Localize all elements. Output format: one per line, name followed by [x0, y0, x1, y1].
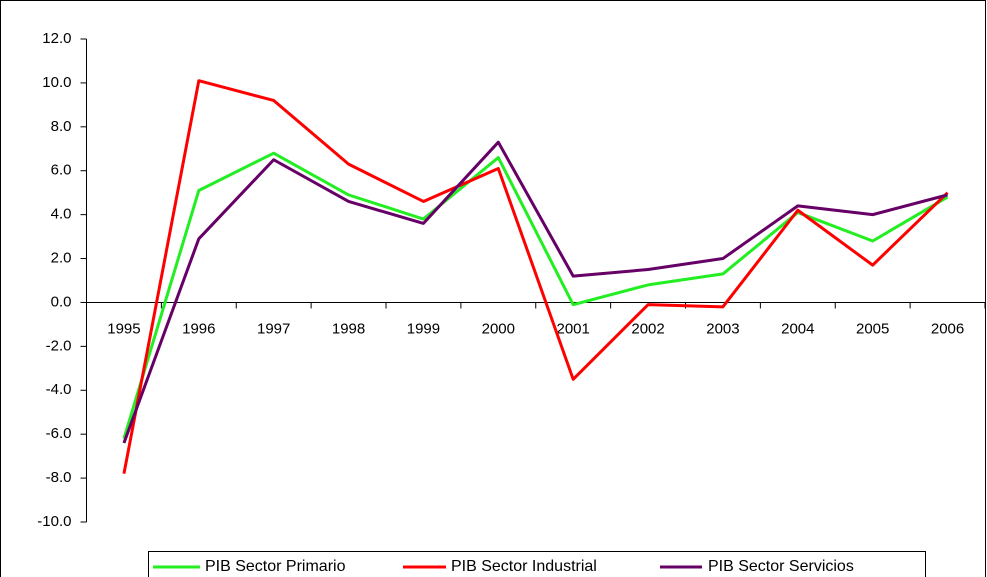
x-tick-label: 1999: [407, 320, 440, 337]
legend: PIB Sector Primario PIB Sector Industria…: [148, 551, 926, 577]
x-tick-label: 2004: [781, 320, 814, 337]
x-tick-label: 2006: [931, 320, 964, 337]
y-tick-label: 0.0: [51, 293, 72, 310]
legend-label: PIB Sector Primario: [205, 558, 346, 575]
y-tick-label: -2.0: [46, 337, 72, 354]
series-line: [122, 140, 948, 444]
x-tick-label: 2000: [482, 320, 515, 337]
x-tick-label: 2002: [631, 320, 664, 337]
legend-label: PIB Sector Servicios: [708, 558, 854, 575]
y-tick-label: 8.0: [51, 118, 72, 135]
x-tick-label: 1995: [107, 320, 140, 337]
x-tick-label: 2003: [706, 320, 739, 337]
x-tick-label: 1996: [182, 320, 215, 337]
series-line: [122, 79, 949, 474]
y-tick-label: 12.0: [42, 30, 71, 47]
y-tick-label: -10.0: [37, 513, 71, 530]
y-tick-label: -4.0: [46, 381, 72, 398]
legend-box: [148, 551, 926, 577]
x-tick-label: 1997: [257, 320, 290, 337]
y-tick-label: 2.0: [51, 250, 72, 267]
legend-label: PIB Sector Industrial: [451, 558, 597, 575]
x-tick-label: 2005: [856, 320, 889, 337]
x-tick-label: 1998: [332, 320, 365, 337]
y-tick-label: 10.0: [42, 74, 71, 91]
y-tick-label: 4.0: [51, 206, 72, 223]
x-tick-label: 2001: [557, 320, 590, 337]
y-tick-label: 6.0: [51, 162, 72, 179]
series-line: [122, 151, 949, 440]
y-tick-label: -8.0: [46, 469, 72, 486]
y-tick-label: -6.0: [46, 425, 72, 442]
